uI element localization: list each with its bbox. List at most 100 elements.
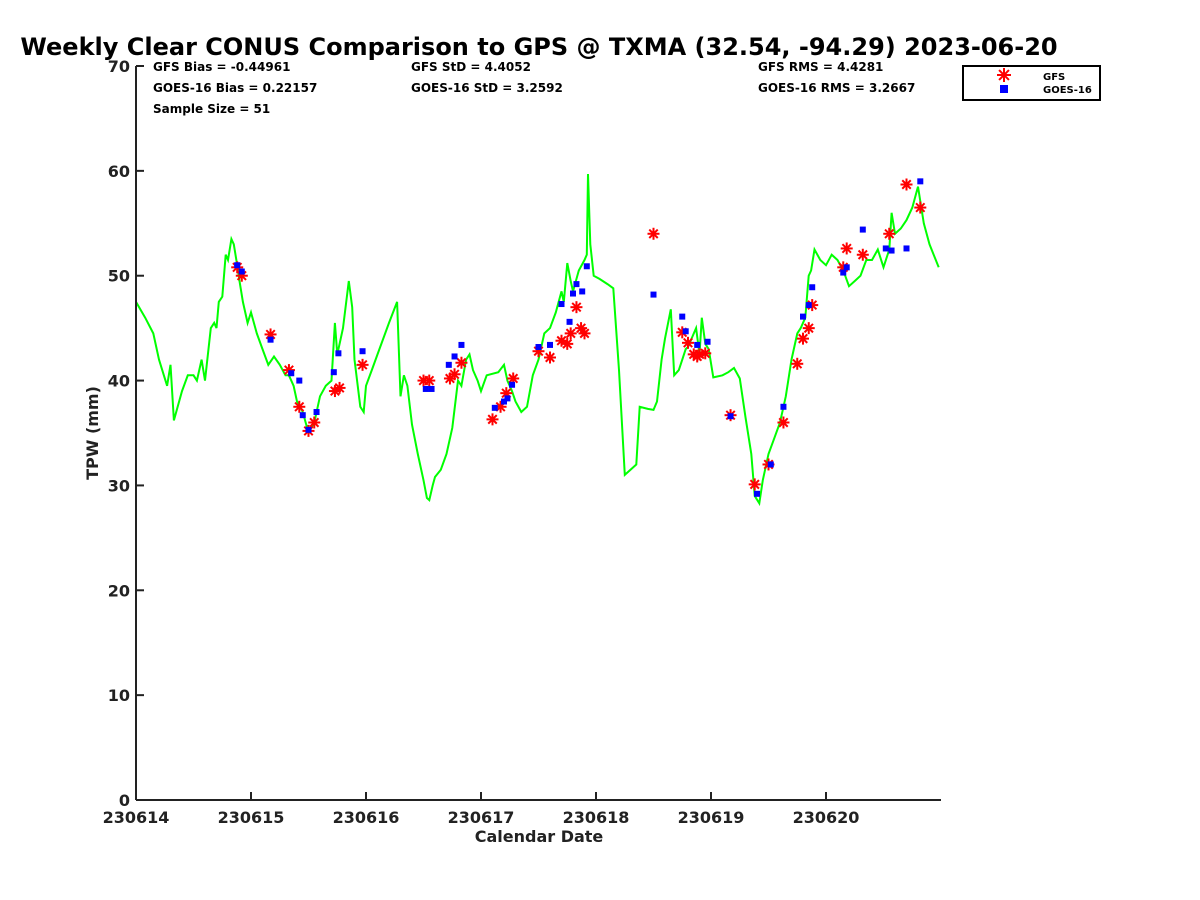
goes-16-point-19 [509,381,516,388]
goes-16-point-6 [305,426,312,433]
stat-goes-std: GOES-16 StD = 3.2592 [411,81,563,95]
goes-16-point-1 [238,268,245,275]
legend: GFS GOES-16 [962,65,1101,101]
goes-16-point-12 [428,385,435,392]
x-axis-label: Calendar Date [475,827,604,846]
gfs-point-4 [293,400,306,413]
gps-series-line [135,173,940,507]
x-tick-label-2: 230616 [333,808,400,827]
goes-16-point-2 [267,336,274,343]
goes-16-point-28 [650,291,657,298]
gfs-point-40 [802,322,815,335]
goes-16-point-14 [451,353,458,360]
gfs-point-23 [564,327,577,340]
goes-16-point-9 [335,350,342,357]
y-tick-label-50: 50 [108,267,130,286]
gfs-point-33 [699,347,712,360]
y-tick-label-60: 60 [108,162,130,181]
gfs-point-37 [777,416,790,429]
y-tick-label-70: 70 [108,57,130,76]
legend-goes-label: GOES-16 [1043,85,1092,96]
gfs-point-24 [570,301,583,314]
goes-16-point-30 [682,328,689,335]
goes-16-point-10 [359,348,366,355]
goes-16-point-34 [754,490,760,497]
gfs-point-46 [900,178,913,191]
goes-16-point-8 [330,369,337,376]
goes-16-point-33 [727,413,734,420]
y-tick-label-10: 10 [108,686,130,705]
legend-gfs-star-shape [997,68,1011,82]
goes-16-point-22 [558,301,565,308]
stat-goes-rms: GOES-16 RMS = 3.2667 [758,81,915,95]
goes-16-point-0 [234,262,241,269]
goes-16-point-46 [917,178,924,185]
goes-16-point-41 [843,264,850,271]
gfs-point-26 [578,327,591,340]
stat-gfs-bias: GFS Bias = -0.44961 [153,60,290,74]
goes-16-point-39 [809,284,816,291]
gfs-point-35 [748,478,761,491]
gfs-point-29 [682,336,694,349]
axes: 0 10 20 30 40 50 60 70 230614 230615 230616 230617 2… [103,57,941,827]
goes-16-point-18 [504,395,511,402]
stat-goes-bias: GOES-16 Bias = 0.22157 [153,81,317,95]
plot-area [135,173,940,507]
gfs-point-14 [455,356,468,369]
y-axis-label: TPW (mm) [83,386,102,480]
gfs-point-9 [356,358,369,371]
legend-goes-square-icon [1000,85,1008,93]
legend-gfs-label: GFS [1043,72,1065,83]
goes-16-point-26 [579,288,586,295]
gfs-point-25 [575,322,588,335]
gfs-point-13 [448,368,461,381]
gfs-point-15 [486,413,499,426]
y-tick-label-40: 40 [108,372,130,391]
gfs-point-45 [883,227,896,240]
x-tick-label-4: 230618 [563,808,630,827]
goes-16-point-27 [583,263,590,270]
goes-16-point-24 [570,290,576,297]
stat-sample-size: Sample Size = 51 [153,102,270,116]
x-tick-label-6: 230620 [793,808,860,827]
stat-gfs-std: GFS StD = 4.4052 [411,60,531,74]
gfs-point-27 [647,227,660,240]
gfs-point-8 [333,381,346,394]
goes-16-point-29 [679,313,686,320]
goes-16-point-37 [800,313,806,320]
goes-16-point-17 [501,398,507,405]
x-tick-label-1: 230615 [218,808,285,827]
gfs-point-20 [544,351,556,364]
goes-16-point-11 [422,385,429,392]
goes-16-point-38 [805,302,812,309]
goes-16-point-42 [859,226,866,233]
goes-16-point-15 [458,341,465,348]
goes-16-point-44 [888,247,895,254]
goes-16-point-43 [882,245,889,252]
goes-16-point-25 [573,281,580,288]
goes-16-point-40 [840,269,847,276]
goes-16-point-23 [566,318,573,325]
gfs-point-11 [423,374,436,387]
gfs-point-47 [914,201,927,214]
goes-16-point-16 [491,404,498,411]
goes-16-point-32 [704,338,711,345]
gfs-point-6 [308,416,321,429]
goes-16-point-13 [445,361,452,368]
gfs-point-22 [561,337,574,350]
goes-16-point-21 [547,341,553,348]
y-tick-label-20: 20 [108,581,130,600]
stat-gfs-rms: GFS RMS = 4.4281 [758,60,883,74]
goes-16-point-3 [288,370,295,377]
x-tick-label-0: 230614 [103,808,170,827]
legend-box [962,65,1101,101]
goes-16-point-45 [903,245,910,252]
gfs-point-43 [840,242,853,255]
x-tick-label-3: 230617 [448,808,515,827]
y-tick-label-30: 30 [108,476,130,495]
stats-annotations: GFS Bias = -0.44961 GOES-16 Bias = 0.2215… [153,60,915,116]
chart-title: Weekly Clear CONUS Comparison to GPS @ T… [20,33,1057,61]
goes-16-point-5 [299,412,306,419]
goes-16-point-20 [535,344,542,351]
